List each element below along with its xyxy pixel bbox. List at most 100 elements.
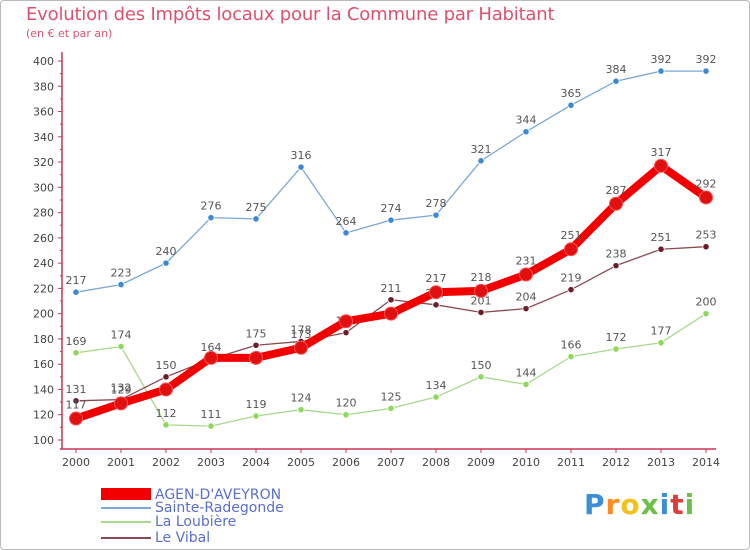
data-label: 125 — [381, 390, 402, 403]
data-label: 150 — [471, 359, 492, 372]
data-point — [564, 242, 578, 257]
y-tick-label: 260 — [33, 232, 54, 245]
data-label: 211 — [381, 282, 402, 295]
data-point — [207, 422, 215, 430]
legend-label: AGEN-D'AVEYRON — [155, 487, 282, 503]
data-point — [519, 267, 533, 282]
data-point — [297, 163, 305, 171]
data-label: 164 — [201, 341, 222, 354]
logo-letter: r — [605, 488, 621, 521]
data-point — [384, 306, 398, 321]
y-tick-label: 320 — [33, 156, 54, 169]
data-point — [657, 339, 665, 347]
data-point — [387, 296, 395, 304]
data-point — [207, 214, 215, 222]
legend-label: Sainte-Radegonde — [155, 500, 284, 516]
logo-letter: x — [640, 488, 660, 521]
data-point — [477, 308, 485, 317]
data-point — [654, 158, 668, 173]
data-point — [522, 128, 530, 136]
data-point — [294, 340, 308, 355]
data-point — [342, 229, 350, 237]
x-tick-label: 2012 — [602, 456, 630, 469]
data-point — [72, 288, 80, 296]
x-tick-label: 2000 — [62, 456, 90, 469]
data-label: 166 — [561, 339, 582, 352]
data-point — [612, 345, 620, 353]
data-label: 144 — [516, 366, 537, 379]
data-point — [339, 314, 353, 329]
data-label: 174 — [111, 329, 132, 342]
legend-label: Le Vibal — [155, 530, 211, 546]
x-tick-label: 2002 — [152, 456, 180, 469]
data-point — [162, 421, 170, 429]
y-tick-label: 160 — [33, 358, 54, 371]
y-tick-label: 380 — [33, 80, 54, 93]
data-point — [342, 329, 350, 337]
y-tick-label: 280 — [33, 207, 54, 220]
data-point — [252, 341, 260, 349]
data-label: 200 — [696, 296, 717, 309]
y-tick-label: 360 — [33, 106, 54, 119]
legend-swatch — [101, 488, 151, 500]
legend-swatch — [101, 507, 151, 509]
data-label: 275 — [246, 201, 267, 214]
data-label: 217 — [66, 274, 87, 287]
data-point — [657, 245, 665, 253]
x-tick-label: 2007 — [377, 456, 405, 469]
logo-letter: i — [659, 488, 671, 521]
data-label: 201 — [471, 294, 492, 307]
y-tick-label: 180 — [33, 333, 54, 346]
data-point — [477, 157, 485, 165]
data-point — [159, 382, 173, 397]
data-label: 292 — [696, 177, 717, 190]
data-point — [567, 353, 575, 361]
proxiti-logo: Proxiti — [584, 488, 695, 521]
data-point — [609, 196, 623, 211]
data-label: 175 — [246, 327, 267, 340]
data-point — [567, 101, 575, 109]
logo-letter: o — [620, 488, 641, 521]
data-label: 111 — [201, 408, 222, 421]
chart-title: Evolution des Impôts locaux pour la Comm… — [26, 4, 555, 25]
y-tick-label: 140 — [33, 383, 54, 396]
data-label: 253 — [696, 229, 717, 242]
data-point — [342, 411, 350, 419]
data-label: 217 — [426, 272, 447, 285]
data-point — [249, 350, 263, 365]
data-point — [387, 404, 395, 413]
x-tick-label: 2011 — [557, 456, 585, 469]
data-point — [522, 305, 530, 313]
data-point — [657, 67, 665, 75]
data-label: 124 — [291, 392, 312, 405]
data-point — [477, 373, 485, 381]
series-line — [75, 246, 707, 402]
data-label: 223 — [111, 267, 132, 280]
data-point — [252, 412, 260, 420]
data-point — [699, 190, 713, 205]
data-label: 276 — [201, 200, 222, 213]
legend-label: La Loubière — [155, 514, 237, 530]
data-label: 392 — [651, 53, 672, 66]
data-label: 120 — [336, 397, 357, 410]
x-tick-label: 2008 — [422, 456, 450, 469]
data-label: 169 — [66, 335, 87, 348]
x-tick-label: 2004 — [242, 456, 270, 469]
data-label: 219 — [561, 272, 582, 285]
data-label: 264 — [336, 215, 357, 228]
data-label: 287 — [606, 184, 627, 197]
y-tick-label: 200 — [33, 308, 54, 321]
data-point — [69, 411, 83, 426]
x-tick-label: 2005 — [287, 456, 315, 469]
data-label: 131 — [66, 383, 87, 396]
legend-swatch — [101, 537, 151, 539]
data-point — [702, 67, 710, 75]
data-point — [162, 373, 170, 381]
data-point — [432, 301, 440, 309]
data-label: 392 — [696, 53, 717, 66]
data-label: 278 — [426, 197, 447, 210]
data-label: 251 — [651, 231, 672, 244]
data-label: 238 — [606, 248, 627, 261]
data-point — [702, 243, 710, 251]
